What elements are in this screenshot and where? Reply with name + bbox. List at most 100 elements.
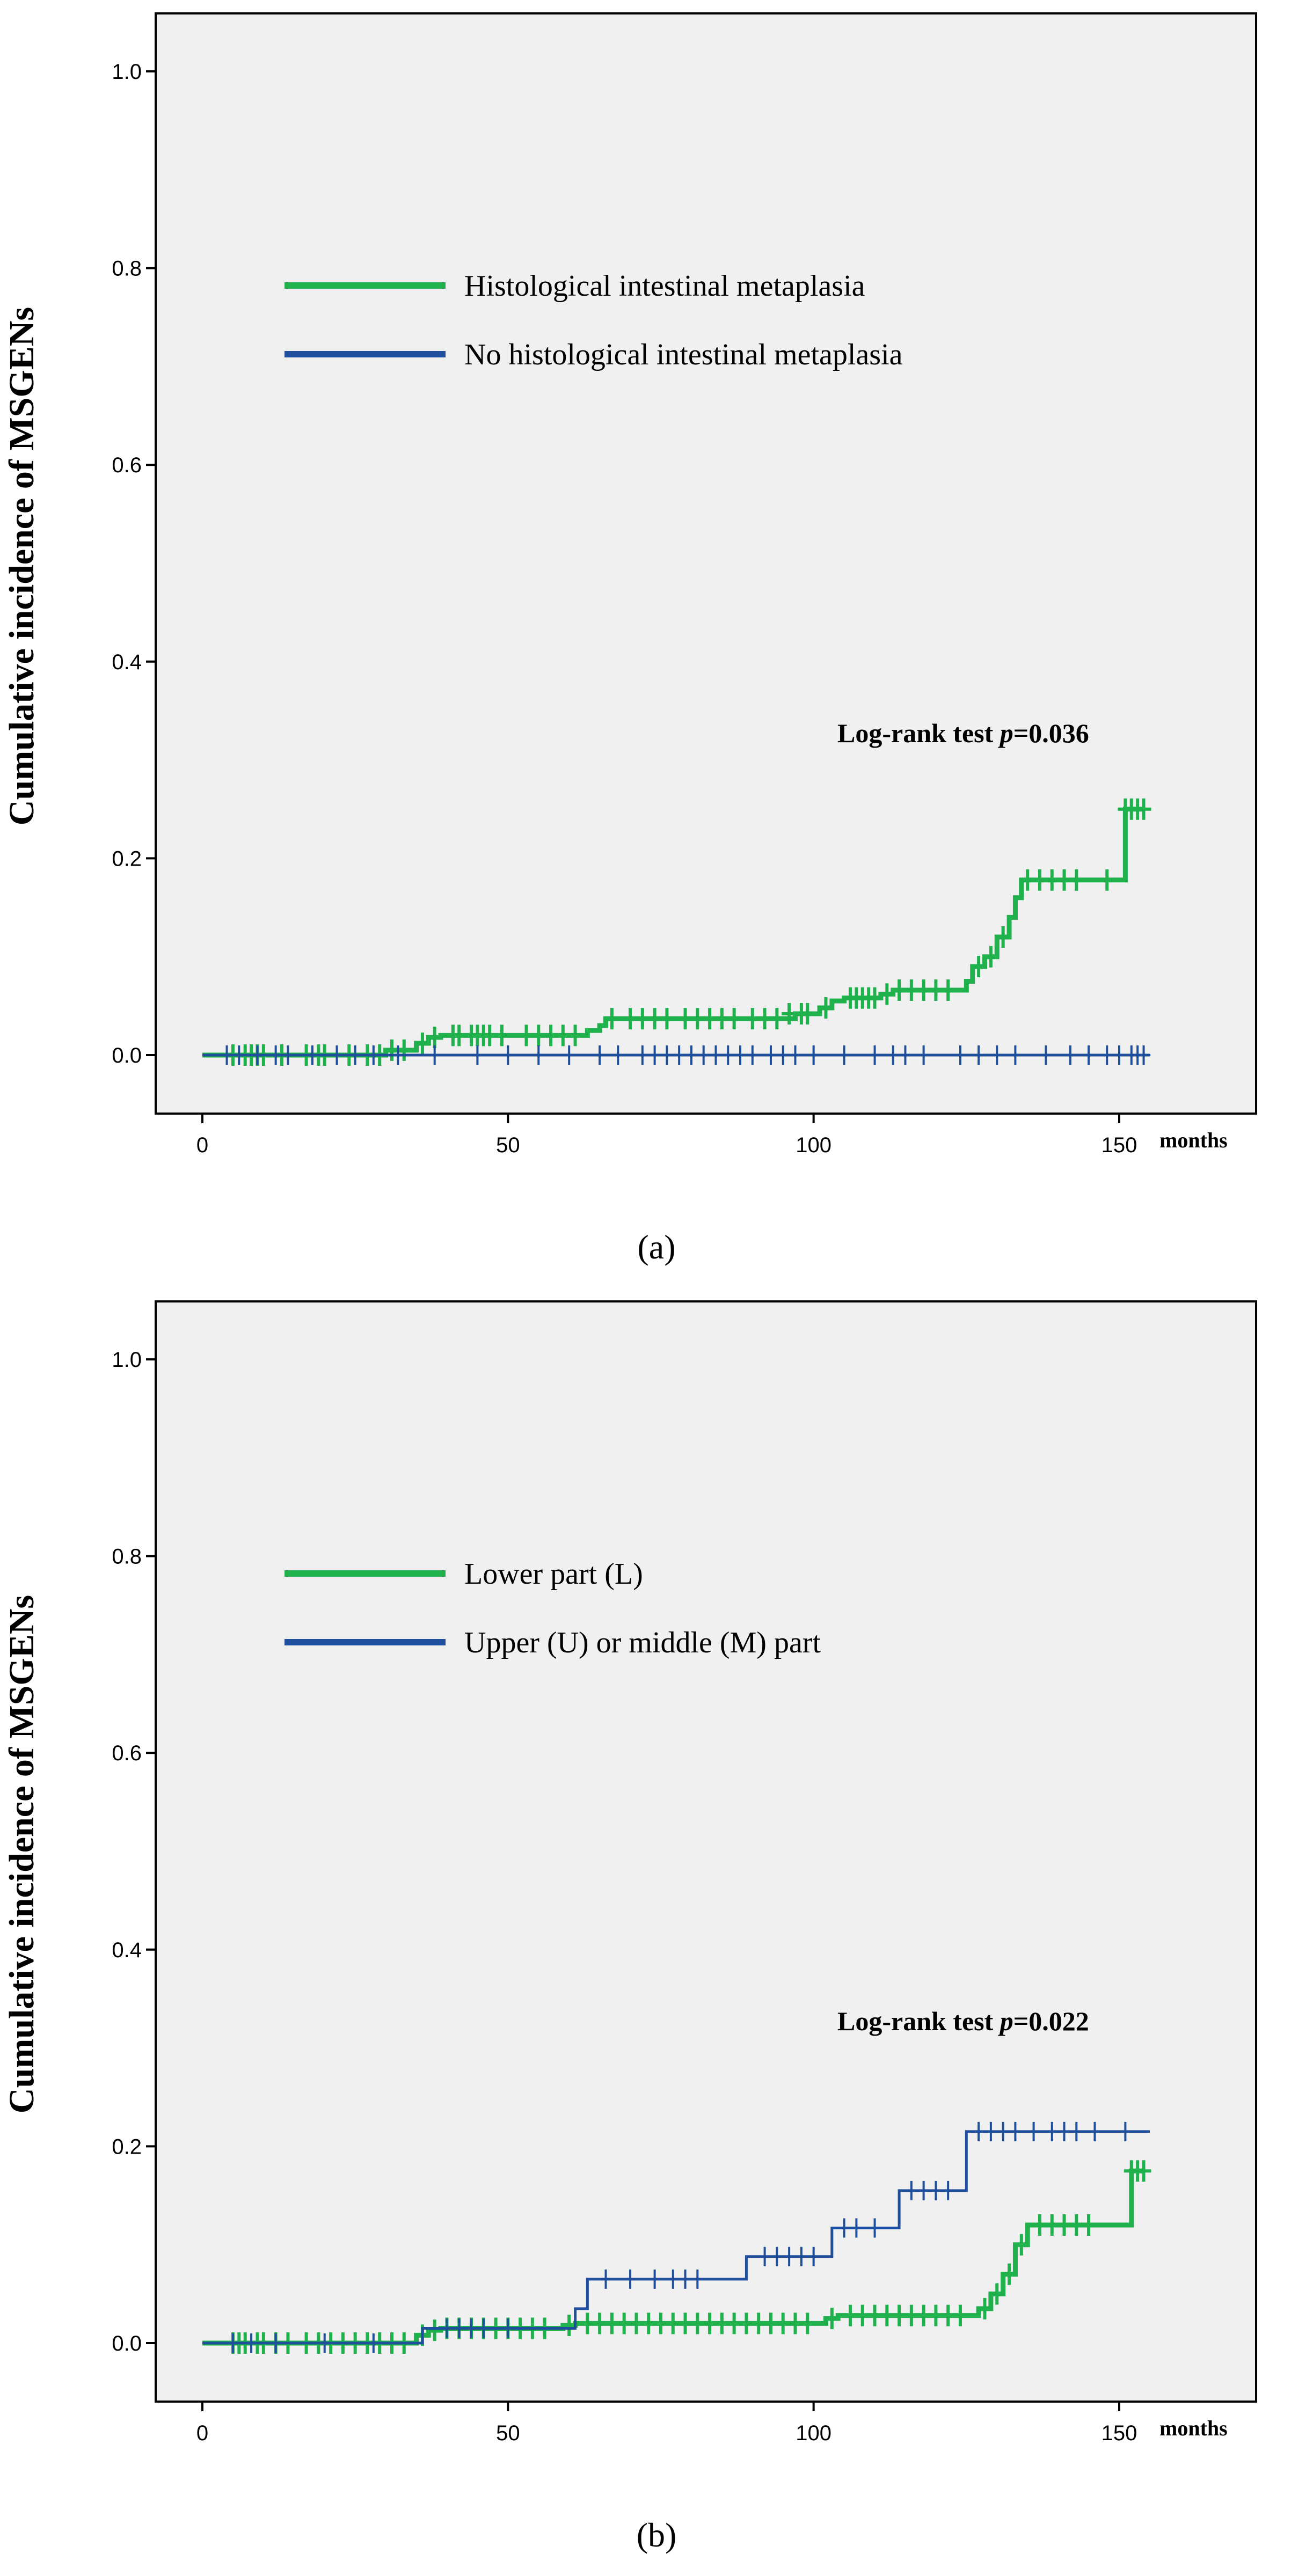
censor-mark [1039, 1045, 1053, 1065]
y-tick-label: 0.6 [112, 453, 142, 477]
x-tick-label: 50 [496, 1133, 520, 1157]
censor-mark [1088, 2121, 1102, 2141]
censor-mark [414, 1033, 430, 1054]
censor-mark [904, 2180, 918, 2200]
censor-mark [1099, 869, 1115, 891]
censor-mark [1008, 2121, 1023, 2141]
censor-mark [666, 2269, 680, 2289]
annotation-prefix: Log-rank test [837, 2006, 1000, 2036]
censor-mark [562, 1045, 576, 1065]
censor-mark [807, 1045, 821, 1065]
censor-mark [1069, 869, 1084, 891]
censor-mark [726, 1008, 742, 1030]
y-tick-label: 1.0 [112, 1348, 142, 1372]
y-axis: 0.0 0.2 0.4 0.6 0.8 1.0 [112, 60, 156, 1067]
y-tick-label: 0.8 [112, 257, 142, 281]
censor-mark [972, 2121, 986, 2141]
censor-mark [837, 1045, 851, 1065]
censor-mark [995, 926, 1011, 948]
censor-mark [941, 2180, 955, 2200]
censor-mark [318, 2333, 332, 2353]
censor-mark [983, 946, 998, 968]
x-axis: 0 50 100 150 months [196, 2402, 1228, 2445]
caption-letter: a [649, 1228, 664, 1266]
y-axis-label: Cumulative incidence of MSGENs [2, 307, 41, 825]
censor-mark [818, 997, 834, 1019]
censor-mark [427, 2319, 442, 2341]
censor-mark [494, 1024, 509, 1046]
censor-mark [604, 1008, 619, 1030]
censor-mark [800, 1003, 815, 1025]
legend: Histological intestinal metaplasia No his… [285, 269, 903, 371]
censor-mark [849, 2218, 863, 2238]
censor-mark [1081, 2214, 1097, 2236]
censor-mark [470, 1045, 484, 1065]
censor-mark [940, 979, 956, 1001]
y-tick-label: 0.4 [112, 1938, 142, 1962]
censor-mark [788, 1045, 803, 1065]
caption-open: ( [637, 1228, 648, 1266]
censor-mark [824, 2308, 840, 2330]
censor-mark [697, 1045, 711, 1065]
censor-mark [800, 2312, 815, 2334]
annotation-prefix: Log-rank test [837, 718, 1000, 748]
censor-mark [764, 1045, 778, 1065]
annotation-value: =0.036 [1013, 718, 1089, 748]
legend-label-0: Lower part (L) [464, 1557, 643, 1591]
y-tick-label: 1.0 [112, 60, 142, 84]
km-chart-a: 0.0 0.2 0.4 0.6 0.8 1.0 0 50 100 150 months Cumulat… [2, 12, 1257, 1266]
censor-mark [867, 2218, 882, 2238]
plot-area [155, 12, 1257, 1115]
censor-mark [1045, 2121, 1059, 2141]
censor-mark [501, 1045, 515, 1065]
legend: Lower part (L) Upper (U) or middle (M) pa… [285, 1557, 821, 1659]
censor-mark [1026, 2121, 1041, 2141]
censor-mark [1002, 2263, 1017, 2285]
censor-mark [972, 1045, 986, 1065]
y-tick-label: 0.0 [112, 2332, 142, 2355]
censor-mark [952, 2304, 968, 2326]
censor-mark [794, 2246, 808, 2266]
annotation-p: p [998, 718, 1013, 748]
censor-mark [1136, 2160, 1151, 2182]
plot-area [155, 1300, 1257, 2403]
censor-mark [660, 1045, 674, 1065]
censor-mark [1013, 2234, 1029, 2256]
panel-caption: (a) [637, 1228, 675, 1266]
panel-caption: (b) [637, 2516, 677, 2554]
y-axis-label: Cumulative incidence of MSGENs [2, 1595, 41, 2113]
y-tick-label: 0.2 [112, 847, 142, 870]
censor-mark [611, 1045, 625, 1065]
x-tick-label: 150 [1102, 2421, 1137, 2445]
censor-mark [367, 2333, 381, 2353]
censor-mark [917, 2180, 931, 2200]
censor-mark [250, 1045, 265, 1065]
censor-mark [464, 2318, 478, 2338]
x-axis-unit-label: months [1159, 1128, 1228, 1152]
y-tick-label: 0.8 [112, 1545, 142, 1569]
censor-mark [709, 1045, 723, 1065]
censor-mark [623, 2269, 637, 2289]
censor-mark [226, 2333, 240, 2353]
legend-label-1: No histological intestinal metaplasia [464, 338, 903, 371]
censor-mark [1118, 2121, 1132, 2141]
censor-mark [867, 1045, 882, 1065]
censor-mark [733, 1045, 747, 1065]
legend-label-1: Upper (U) or middle (M) part [464, 1626, 821, 1659]
caption-open: ( [637, 2516, 648, 2554]
y-tick-label: 0.0 [112, 1044, 142, 1067]
censor-mark [232, 1045, 246, 1065]
annotation-p: p [998, 2006, 1013, 2036]
censor-mark [391, 1045, 405, 1065]
censor-mark [1112, 1045, 1126, 1065]
censor-mark [886, 1045, 900, 1065]
figure-panel-a: 0.0 0.2 0.4 0.6 0.8 1.0 0 50 100 150 months Cumulat… [2, 12, 1257, 1266]
x-tick-label: 0 [196, 1133, 208, 1157]
censor-mark [953, 1045, 967, 1065]
censor-mark [776, 1045, 790, 1065]
censor-mark [1100, 1045, 1114, 1065]
censor-mark [531, 1045, 545, 1065]
censor-mark [690, 2269, 704, 2289]
censor-mark [684, 1045, 698, 1065]
censor-mark [599, 2269, 613, 2289]
